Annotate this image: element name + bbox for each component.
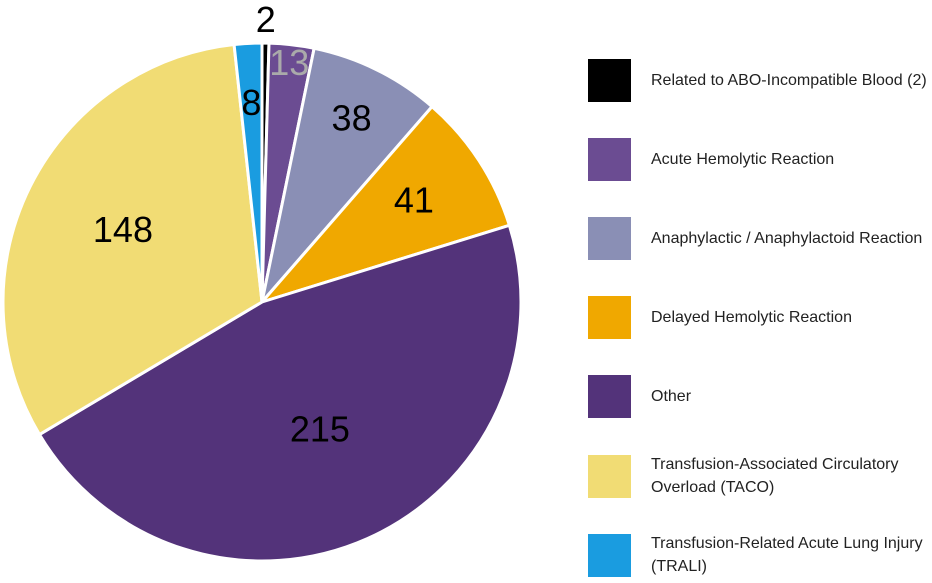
pie-slice xyxy=(1,42,264,437)
legend-label: Other xyxy=(651,388,692,406)
legend-swatch xyxy=(588,137,631,181)
legend-item: Transfusion-Associated Circulatory Overl… xyxy=(588,454,929,498)
pie-slice xyxy=(257,104,512,305)
legend-swatch xyxy=(588,296,631,340)
pie-slice xyxy=(232,41,264,303)
legend-label: Delayed Hemolytic Reaction xyxy=(651,309,852,327)
pie-slice xyxy=(259,46,435,308)
legend-swatch xyxy=(588,375,631,419)
legend-swatch xyxy=(588,454,631,498)
legend-label: Acute Hemolytic Reaction xyxy=(651,150,835,168)
legend-label: Transfusion-Associated Circulatory Overl… xyxy=(651,456,899,496)
legend-swatch xyxy=(588,533,631,577)
pie-slice xyxy=(37,223,523,563)
legend-item: Transfusion-Related Acute Lung Injury (T… xyxy=(588,533,929,577)
value-label: 13 xyxy=(269,42,309,83)
legend-label: Anaphylactic / Anaphylactoid Reaction xyxy=(651,229,923,247)
value-label: 2 xyxy=(256,0,276,40)
legend-item: Anaphylactic / Anaphylactoid Reaction xyxy=(588,216,929,260)
legend-swatch xyxy=(588,58,631,102)
legend-item: Delayed Hemolytic Reaction xyxy=(588,296,929,340)
value-label: 41 xyxy=(394,180,434,221)
legend-item: Related to ABO-Incompatible Blood (2) xyxy=(588,58,929,102)
value-label: 38 xyxy=(332,97,372,138)
legend-swatch xyxy=(588,216,631,260)
legend-item: Other xyxy=(588,375,929,419)
legend-label: Related to ABO-Incompatible Blood (2) xyxy=(651,71,927,89)
value-label: 8 xyxy=(241,82,261,123)
legend-label: Transfusion-Related Acute Lung Injury (T… xyxy=(651,535,923,576)
value-label: 215 xyxy=(290,409,350,450)
value-label: 148 xyxy=(93,209,153,250)
legend-item: Acute Hemolytic Reaction xyxy=(588,137,929,181)
